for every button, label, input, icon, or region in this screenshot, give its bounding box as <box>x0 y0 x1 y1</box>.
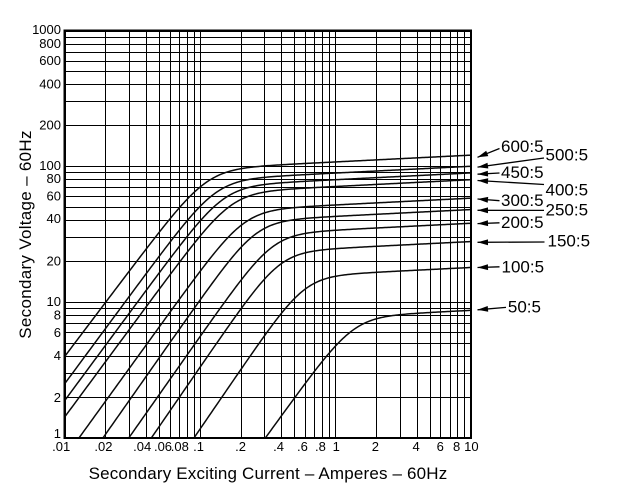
svg-text:400: 400 <box>39 77 61 92</box>
svg-text:10: 10 <box>464 439 478 454</box>
svg-text:600:5: 600:5 <box>501 137 544 156</box>
svg-text:.6: .6 <box>297 439 308 454</box>
svg-text:4: 4 <box>54 348 61 363</box>
svg-text:Secondary Voltage – 60Hz: Secondary Voltage – 60Hz <box>16 130 35 339</box>
svg-text:4: 4 <box>412 439 419 454</box>
svg-text:250:5: 250:5 <box>546 201 589 220</box>
svg-text:600: 600 <box>39 53 61 68</box>
svg-text:8: 8 <box>453 439 460 454</box>
svg-text:.06: .06 <box>154 439 172 454</box>
svg-text:6: 6 <box>54 325 61 340</box>
svg-text:.08: .08 <box>171 439 189 454</box>
svg-text:150:5: 150:5 <box>548 231 591 250</box>
svg-text:.01: .01 <box>52 439 70 454</box>
svg-text:2: 2 <box>54 390 61 405</box>
svg-text:300:5: 300:5 <box>501 191 544 210</box>
svg-text:450:5: 450:5 <box>501 163 544 182</box>
svg-text:.02: .02 <box>94 439 112 454</box>
svg-text:6: 6 <box>437 439 444 454</box>
svg-text:10: 10 <box>47 294 61 309</box>
svg-text:50:5: 50:5 <box>508 297 541 316</box>
svg-text:60: 60 <box>47 188 61 203</box>
svg-text:1000: 1000 <box>32 22 61 37</box>
svg-text:.1: .1 <box>193 439 204 454</box>
svg-text:40: 40 <box>47 211 61 226</box>
svg-text:.04: .04 <box>133 439 151 454</box>
svg-text:80: 80 <box>47 171 61 186</box>
svg-text:.2: .2 <box>235 439 246 454</box>
svg-text:Secondary Exciting Current – A: Secondary Exciting Current – Amperes – 6… <box>89 464 448 483</box>
svg-text:100: 100 <box>39 158 61 173</box>
svg-text:200: 200 <box>39 118 61 133</box>
svg-text:.8: .8 <box>315 439 326 454</box>
svg-text:8: 8 <box>54 308 61 323</box>
svg-text:20: 20 <box>47 254 61 269</box>
svg-text:.4: .4 <box>273 439 284 454</box>
svg-text:200:5: 200:5 <box>501 213 544 232</box>
svg-text:800: 800 <box>39 36 61 51</box>
svg-text:400:5: 400:5 <box>546 181 589 200</box>
svg-text:100:5: 100:5 <box>502 258 545 277</box>
svg-text:1: 1 <box>333 439 340 454</box>
svg-text:2: 2 <box>372 439 379 454</box>
svg-text:500:5: 500:5 <box>546 145 589 164</box>
svg-text:1: 1 <box>54 426 61 441</box>
